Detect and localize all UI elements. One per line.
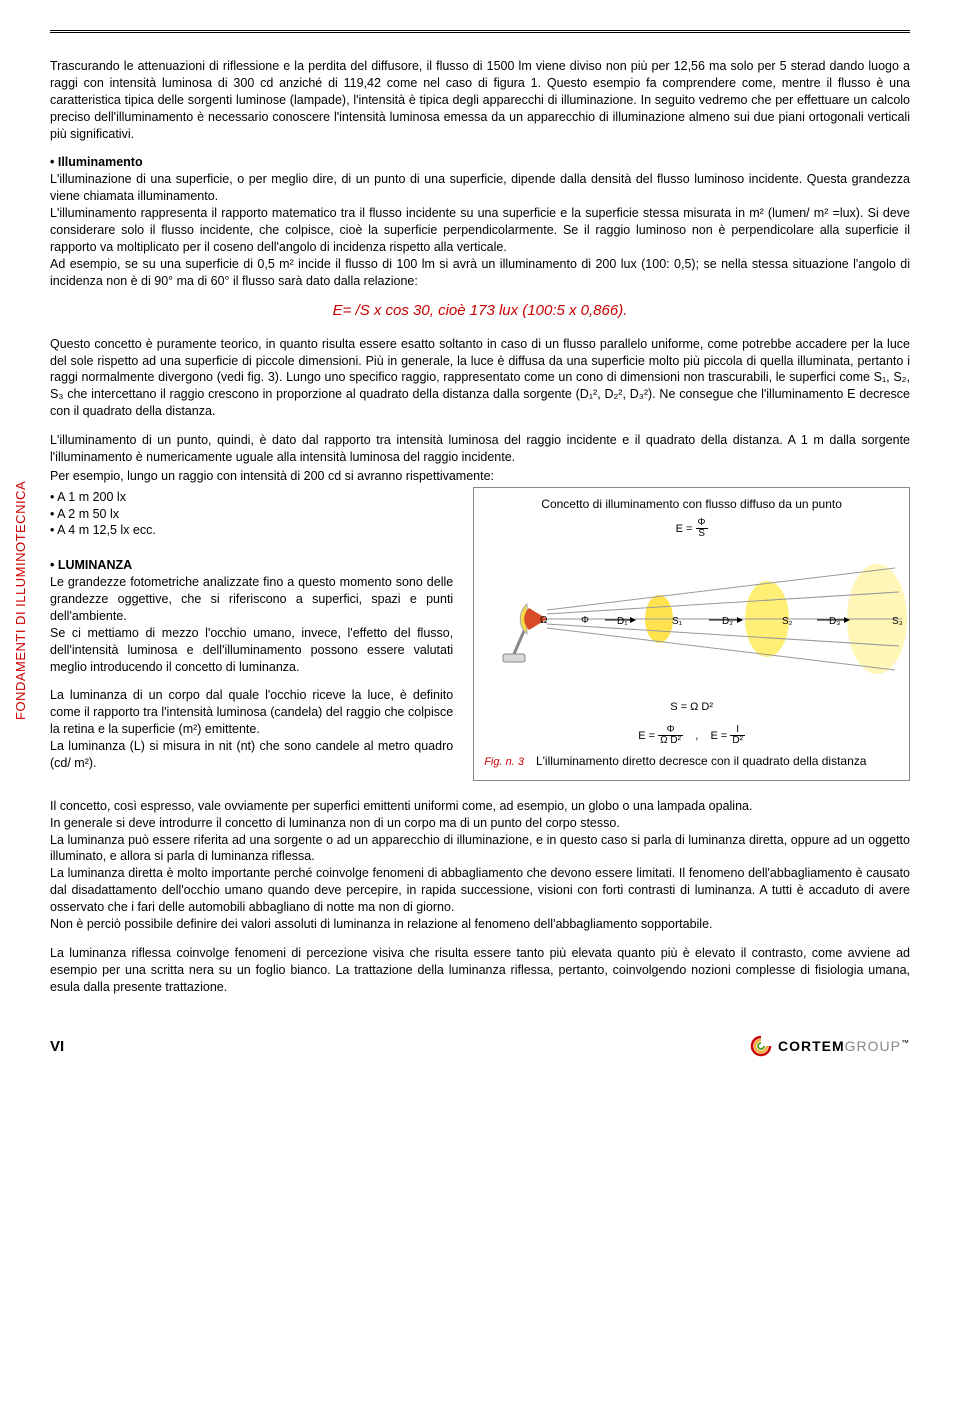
figure-3-formula-top: E = ΦS (474, 518, 909, 540)
sidebar-label: FONDAMENTI DI ILLUMINOTECNICA (12, 481, 30, 720)
figure-3-box: Concetto di illuminamento con flusso dif… (473, 487, 910, 781)
cortem-logo: CORTEMGROUP™ (750, 1035, 910, 1057)
svg-text:D₂: D₂ (722, 616, 733, 627)
post-formula-1: Questo concetto è puramente teorico, in … (50, 336, 910, 420)
figure-3-formula-bottom: E = ΦΩ D² , E = ID² (474, 725, 909, 747)
figure-3-number: Fig. n. 3 (484, 755, 524, 770)
page-number: VI (50, 1037, 64, 1057)
luminanza-block-2: La luminanza di un corpo dal quale l'occ… (50, 687, 453, 771)
bullet-1: • A 1 m 200 lx (50, 489, 453, 506)
illuminamento-block: • Illuminamento L'illuminazione di una s… (50, 154, 910, 289)
svg-text:S₂: S₂ (782, 616, 793, 627)
intro-para-1: Trascurando le attenuazioni di riflessio… (50, 58, 910, 142)
bullet-2: • A 2 m 50 lx (50, 506, 453, 523)
svg-text:Ω: Ω (540, 615, 548, 626)
figure-3-caption: L'illuminamento diretto decresce con il … (536, 753, 866, 769)
svg-text:S₁: S₁ (672, 616, 683, 627)
figure-3-formula-mid: S = Ω D² (474, 700, 909, 715)
example-bullets: • A 1 m 200 lx • A 2 m 50 lx • A 4 m 12,… (50, 489, 453, 540)
post-formula-3: Per esempio, lungo un raggio con intensi… (50, 468, 910, 485)
closing-block-2: La luminanza riflessa coinvolge fenomeni… (50, 945, 910, 996)
svg-text:S₃: S₃ (892, 616, 903, 627)
figure-3-title: Concetto di illuminamento con flusso dif… (474, 496, 909, 512)
svg-text:Φ: Φ (581, 615, 589, 626)
luminanza-head: • LUMINANZA (50, 558, 132, 572)
post-formula-2: L'illuminamento di un punto, quindi, è d… (50, 432, 910, 466)
svg-text:D₃: D₃ (829, 616, 840, 627)
illuminamento-head: • Illuminamento (50, 155, 143, 169)
bullet-3: • A 4 m 12,5 lx ecc. (50, 522, 453, 539)
top-rule (50, 30, 910, 33)
figure-3-diagram: Ω Φ D₁ S₁ D₂ S₂ D₃ S₃ (477, 544, 907, 694)
formula-main: E= /S x cos 30, cioè 173 lux (100:5 x 0,… (50, 301, 910, 321)
logo-icon (750, 1035, 772, 1057)
svg-text:D₁: D₁ (617, 616, 628, 627)
page-footer: VI CORTEMGROUP™ (50, 1035, 910, 1057)
closing-block: Il concetto, così espresso, vale ovviame… (50, 798, 910, 933)
luminanza-block-1: • LUMINANZA Le grandezze fotometriche an… (50, 557, 453, 675)
